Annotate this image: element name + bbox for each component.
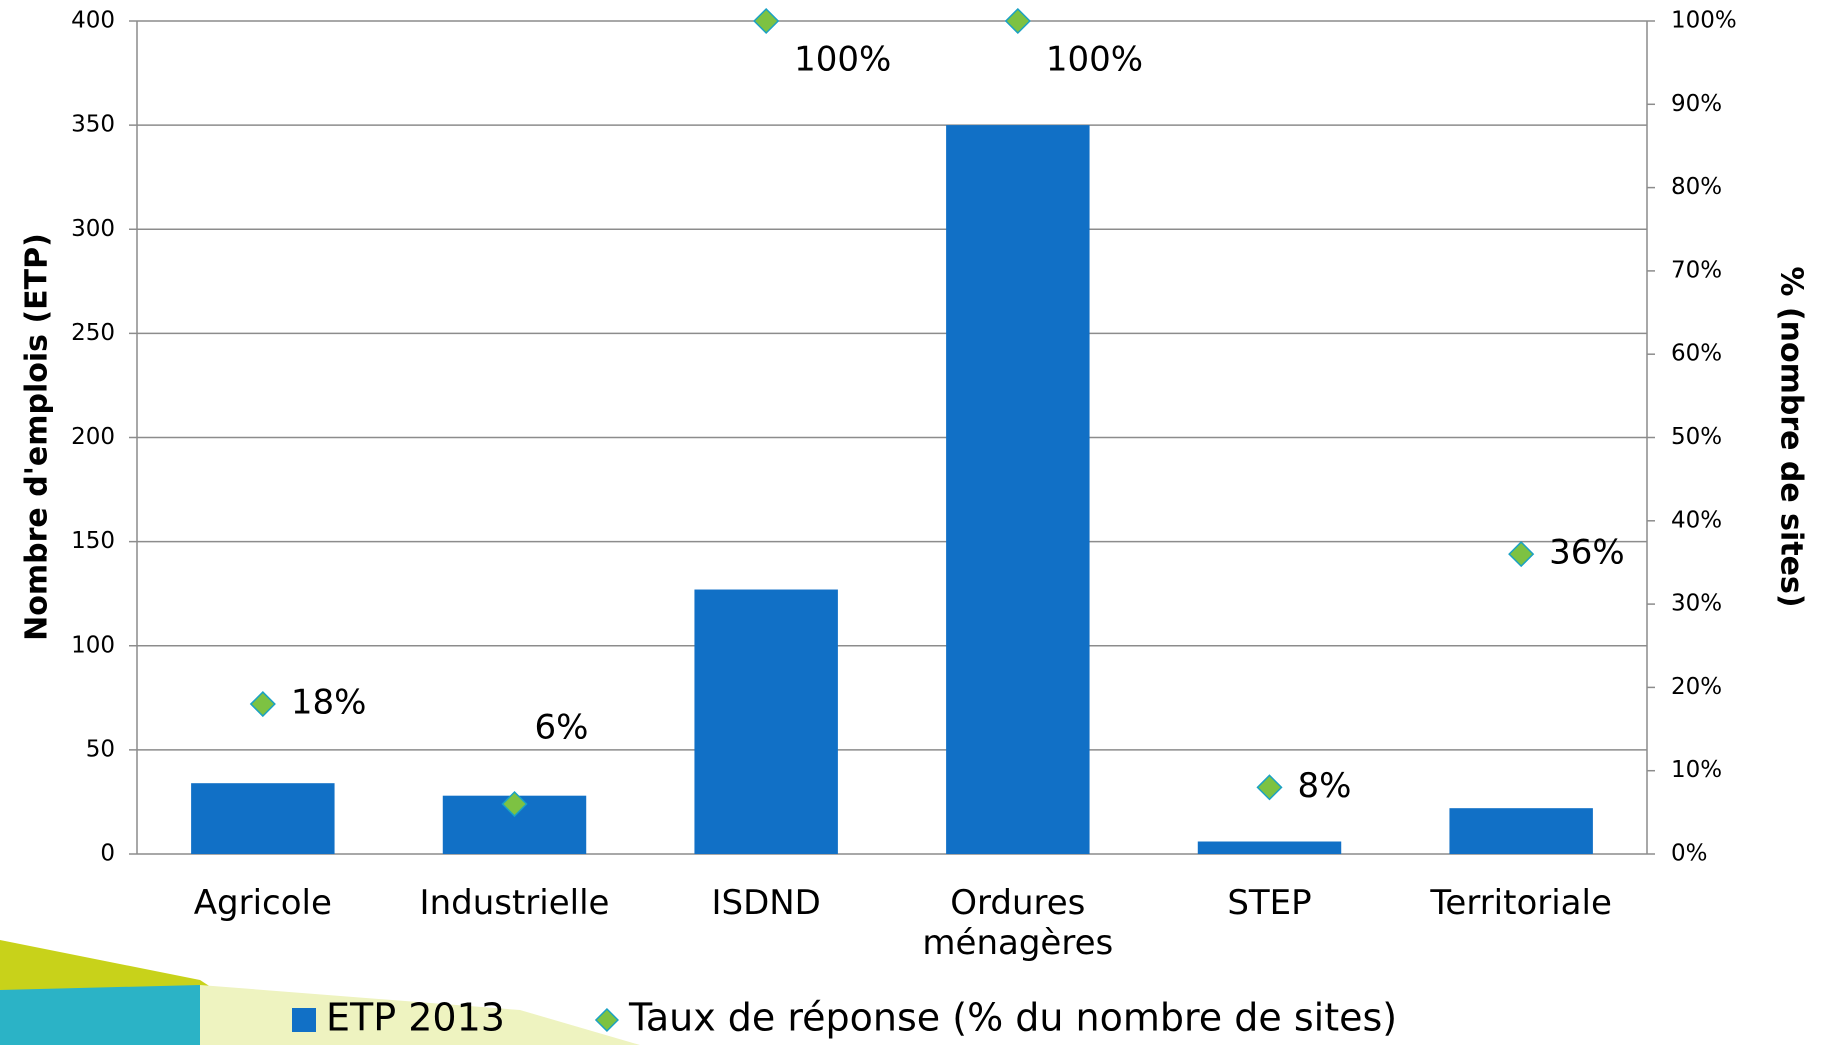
- y2-tick-label: 60%: [1671, 341, 1722, 367]
- y-axis-title: Nombre d'emplois (ETP): [20, 233, 55, 641]
- bar: [1198, 842, 1341, 854]
- y2-tick-label: 0%: [1671, 841, 1708, 867]
- y2-tick-label: 40%: [1671, 507, 1722, 533]
- y-tick-label: 200: [71, 424, 115, 450]
- page: Nombre d'emplois (ETP) % (nombre de site…: [0, 0, 1824, 1045]
- x-tick-label: Industrielle: [395, 883, 635, 923]
- bar: [191, 783, 334, 854]
- bar: [694, 590, 837, 854]
- data-label: 8%: [1298, 766, 1352, 806]
- legend-swatch: [596, 1009, 618, 1031]
- y2-tick-label: 10%: [1671, 757, 1722, 783]
- x-tick-label: Agricole: [143, 883, 383, 923]
- data-label: 100%: [1046, 40, 1143, 80]
- y-tick-label: 0: [100, 841, 115, 867]
- y-tick-label: 250: [71, 320, 115, 346]
- y-tick-label: 400: [71, 8, 115, 34]
- data-label: 18%: [291, 683, 367, 723]
- legend-swatch: [292, 1008, 316, 1032]
- data-label: 36%: [1549, 533, 1625, 573]
- y-tick-label: 150: [71, 528, 115, 554]
- y-tick-label: 100: [71, 632, 115, 658]
- x-tick-label: ISDND: [646, 883, 886, 923]
- bar: [1449, 808, 1592, 854]
- x-tick-label: Territoriale: [1401, 883, 1641, 923]
- marker: [1509, 542, 1533, 566]
- y-tick-label: 350: [71, 112, 115, 138]
- bar: [946, 125, 1089, 854]
- marker: [251, 692, 275, 716]
- x-tick-label: STEP: [1150, 883, 1390, 923]
- marker: [1006, 9, 1030, 33]
- y-tick-label: 50: [86, 736, 115, 762]
- y2-tick-label: 80%: [1671, 174, 1722, 200]
- data-label: 100%: [794, 40, 891, 80]
- marker: [754, 9, 778, 33]
- y2-tick-label: 90%: [1671, 91, 1722, 117]
- y2-tick-label: 30%: [1671, 591, 1722, 617]
- y2-axis-title: % (nombre de sites): [1774, 266, 1809, 607]
- y-tick-label: 300: [71, 216, 115, 242]
- marker: [1258, 775, 1282, 799]
- legend-label: Taux de réponse (% du nombre de sites): [628, 996, 1397, 1040]
- x-tick-label: Ordures ménagères: [898, 883, 1138, 963]
- legend-label: ETP 2013: [326, 996, 505, 1040]
- y2-tick-label: 20%: [1671, 674, 1722, 700]
- y2-tick-label: 70%: [1671, 257, 1722, 283]
- y2-tick-label: 50%: [1671, 424, 1722, 450]
- y2-tick-label: 100%: [1671, 8, 1737, 34]
- data-label: 6%: [535, 708, 589, 748]
